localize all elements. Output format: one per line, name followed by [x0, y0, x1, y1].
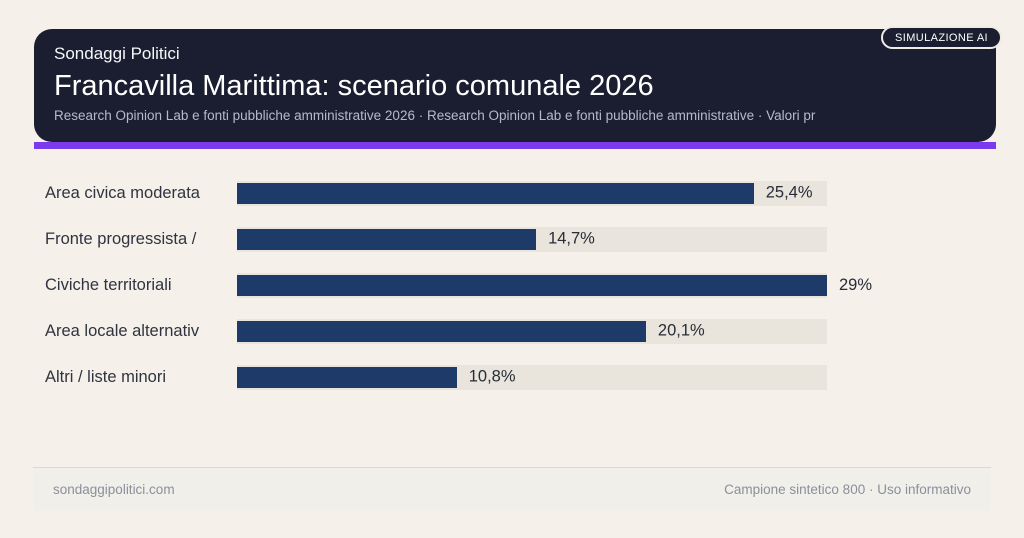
bar	[237, 320, 646, 342]
bar	[237, 182, 754, 204]
value-label: 25,4%	[765, 183, 813, 202]
footer-note-label: Campione sintetico 800 · Uso informativo	[724, 482, 971, 497]
footer-site-label: sondaggipolitici.com	[53, 482, 175, 497]
value-label: 20,1%	[657, 321, 705, 340]
chart-row: Area civica moderata 25,4%	[45, 170, 979, 216]
bar-track: 25,4%	[237, 180, 827, 206]
bar-track	[237, 272, 827, 298]
bar	[237, 366, 457, 388]
bar-chart: Area civica moderata 25,4% Fronte progress…	[45, 170, 979, 400]
chart-row: Civiche territoriali 29%	[45, 262, 979, 308]
simulation-badge: SIMULAZIONE AI	[881, 26, 1003, 49]
value-label: 29%	[839, 275, 873, 294]
category-label: Area locale alternativ	[45, 321, 200, 340]
value-label: 10,8%	[468, 367, 516, 386]
bar	[237, 228, 537, 250]
header-accent-bar	[34, 142, 996, 149]
chart-row: Altri / liste minori 10,8%	[45, 354, 979, 400]
chart-row: Fronte progressista / 14,7%	[45, 216, 979, 262]
value-label: 14,7%	[548, 229, 595, 248]
category-label: Civiche territoriali	[45, 275, 172, 294]
bar	[237, 274, 827, 296]
category-label: Fronte progressista /	[45, 229, 197, 248]
bar-track: 10,8%	[237, 364, 827, 390]
header-card: Sondaggi Politici Francavilla Marittima:…	[34, 29, 996, 142]
footer: sondaggipolitici.com Campione sintetico …	[33, 467, 991, 511]
bar-track: 20,1%	[237, 318, 827, 344]
brand-label: Sondaggi Politici	[54, 44, 180, 63]
category-label: Altri / liste minori	[45, 367, 167, 386]
category-label: Area civica moderata	[45, 183, 200, 202]
chart-row: Area locale alternativ 20,1%	[45, 308, 979, 354]
bar-track: 14,7%	[237, 226, 827, 252]
page-title: Francavilla Marittima: scenario comunale…	[54, 70, 654, 102]
subtitle: Research Opinion Lab e fonti pubbliche a…	[54, 108, 816, 123]
